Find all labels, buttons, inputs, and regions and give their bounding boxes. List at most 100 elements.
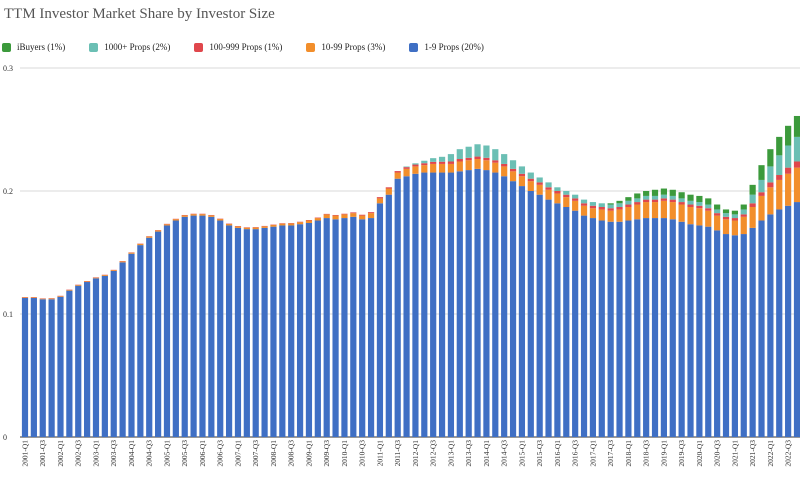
bar-segment-10-99 (501, 166, 508, 177)
legend-item[interactable]: iBuyers (1%) (2, 42, 65, 52)
x-tick-label: 2002-Q1 (56, 440, 65, 467)
x-tick-label: 2021-Q3 (748, 440, 757, 467)
x-tick-label: 2019-Q1 (659, 440, 668, 467)
bar-segment-1-9 (607, 221, 614, 437)
bar-segment-ibuyers (669, 189, 676, 196)
bar-segment-10-99 (359, 215, 366, 220)
legend-item[interactable]: 10-99 Props (3%) (306, 42, 385, 52)
x-tick-label: 2008-Q1 (269, 440, 278, 467)
bar-segment-100-999 (403, 167, 410, 169)
bar-segment-10-99 (430, 163, 437, 173)
bar-segment-1-9 (57, 296, 64, 437)
bar-segment-1-9 (722, 234, 730, 437)
bar-segment-1000+ (430, 158, 437, 162)
x-tick-label: 2012-Q1 (411, 440, 420, 467)
legend-swatch (2, 42, 11, 52)
bar-segment-10-99 (172, 219, 179, 221)
legend-label: 10-99 Props (3%) (321, 42, 386, 52)
x-tick-label: 2001-Q3 (38, 440, 47, 467)
bar-segment-100-999 (669, 199, 676, 203)
bar-segment-1-9 (767, 214, 774, 437)
bar-segment-10-99 (527, 181, 534, 191)
bar-segment-100-999 (634, 202, 641, 205)
bar-segment-100-999 (350, 212, 357, 214)
bar-segment-1-9 (341, 218, 348, 437)
bar-segment-10-99 (474, 159, 481, 169)
bar-segment-100-999 (722, 216, 730, 220)
bar-segment-10-99 (394, 172, 401, 179)
bar-segment-1-9 (279, 225, 286, 437)
legend-item[interactable]: 1000+ Props (2%) (89, 42, 170, 52)
bar-segment-1000+ (438, 156, 446, 162)
bar-segment-10-99 (456, 161, 463, 172)
x-tick-label: 2020-Q1 (695, 440, 704, 467)
bar-segment-10-99 (252, 227, 259, 230)
bar-segment-10-99 (616, 209, 623, 222)
bar-segment-100-999 (758, 192, 765, 196)
bar-segment-ibuyers (651, 189, 659, 196)
legend-swatch (89, 42, 99, 52)
bar-segment-1-9 (332, 219, 339, 437)
bar-segment-1000+ (607, 204, 614, 209)
bar-segment-10-99 (137, 243, 144, 246)
bar-segment-1-9 (563, 206, 570, 437)
bar-segment-10-99 (296, 222, 304, 225)
bar-segment-100-999 (501, 163, 508, 167)
bar-segment-1-9 (518, 186, 526, 437)
bar-segment-1-9 (119, 262, 126, 437)
bar-segment-10-99 (181, 215, 188, 217)
bar-segment-1-9 (412, 173, 419, 437)
bar-segment-1-9 (660, 218, 667, 437)
x-tick-label: 2014-Q3 (500, 440, 509, 467)
bar-segment-1000+ (616, 203, 623, 207)
bar-segment-10-99 (598, 209, 605, 221)
bar-segment-10-99 (554, 193, 561, 204)
x-tick-label: 2020-Q3 (713, 440, 722, 467)
bar-segment-10-99 (190, 214, 197, 216)
bar-segment-ibuyers (793, 115, 800, 137)
bar-segment-100-999 (412, 164, 419, 167)
bar-segment-10-99 (785, 173, 792, 206)
bar-segment-1-9 (749, 227, 756, 437)
legend-label: 1000+ Props (2%) (104, 42, 171, 52)
x-tick-label: 2013-Q1 (446, 440, 455, 467)
bar-segment-100-999 (474, 156, 481, 160)
bar-segment-1-9 (447, 172, 455, 438)
bar-segment-ibuyers (731, 210, 738, 215)
bar-segment-100-999 (598, 206, 605, 210)
x-tick-label: 2015-Q1 (517, 440, 526, 467)
bar-segment-1-9 (190, 215, 197, 437)
bar-segment-10-99 (385, 188, 392, 195)
bar-segment-1000+ (598, 203, 605, 207)
bar-segment-100-999 (456, 159, 463, 162)
legend-item[interactable]: 1-9 Props (20%) (409, 42, 484, 52)
bar-segment-1-9 (696, 225, 703, 437)
bar-segment-1000+ (660, 194, 667, 199)
bar-segment-1-9 (359, 219, 366, 437)
bar-segment-1-9 (217, 220, 224, 437)
legend-swatch (409, 42, 419, 52)
bar-segment-1-9 (243, 229, 250, 437)
bar-segment-1-9 (208, 216, 215, 437)
x-tick-label: 2004-Q3 (145, 440, 154, 467)
bar-segment-1-9 (536, 194, 543, 437)
bar-segment-10-99 (518, 176, 526, 187)
bar-segment-1-9 (678, 221, 685, 437)
bar-segment-100-999 (509, 168, 517, 172)
bar-segment-1-9 (456, 171, 463, 437)
bar-segment-10-99 (421, 165, 428, 173)
bar-segment-1-9 (793, 202, 800, 437)
bar-segment-1-9 (643, 218, 650, 437)
bar-segment-10-99 (350, 213, 357, 217)
bar-segment-10-99 (305, 220, 313, 223)
bar-segment-10-99 (572, 200, 579, 211)
bar-segment-1000+ (412, 163, 419, 165)
legend-item[interactable]: 100-999 Props (1%) (194, 42, 282, 52)
x-tick-label: 2021-Q1 (730, 440, 739, 467)
bar-segment-ibuyers (696, 195, 703, 203)
bar-segment-10-99 (261, 226, 268, 228)
bar-segment-100-999 (607, 208, 614, 211)
bar-segment-1-9 (465, 170, 472, 437)
bar-segment-100-999 (492, 160, 499, 163)
bar-segment-1-9 (181, 216, 188, 437)
